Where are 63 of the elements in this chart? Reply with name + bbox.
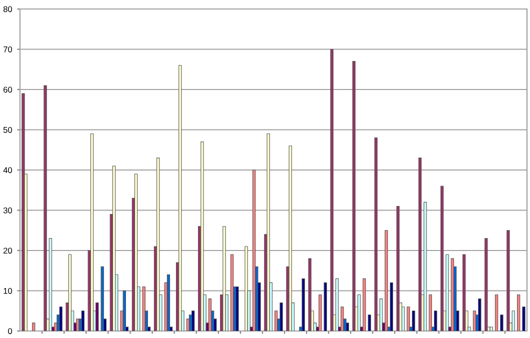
bar xyxy=(288,146,292,331)
bar xyxy=(112,166,116,331)
bar xyxy=(44,85,47,331)
bar xyxy=(352,61,356,331)
bar xyxy=(335,278,339,331)
y-tick-label: 30 xyxy=(3,207,12,214)
bar xyxy=(500,314,504,331)
bar xyxy=(446,254,449,331)
bar xyxy=(412,310,416,331)
bar xyxy=(428,294,432,331)
bar xyxy=(494,294,498,331)
bar xyxy=(266,133,270,331)
bar xyxy=(22,93,25,331)
y-tick-label: 40 xyxy=(3,167,12,174)
bar xyxy=(59,306,62,331)
bar xyxy=(434,310,438,331)
bar xyxy=(166,274,170,331)
y-tick-label: 60 xyxy=(4,86,12,93)
bar xyxy=(484,238,488,331)
y-tick-label: 10 xyxy=(4,288,12,294)
bar xyxy=(384,230,388,331)
bar xyxy=(68,254,72,331)
bar xyxy=(418,158,422,331)
bar xyxy=(244,246,248,331)
bar xyxy=(390,282,394,331)
bar xyxy=(302,278,305,331)
bar xyxy=(512,310,515,331)
bar xyxy=(236,286,239,331)
y-tick-label: 70 xyxy=(4,46,12,52)
bar xyxy=(424,202,427,331)
bar xyxy=(478,298,482,331)
bar xyxy=(374,138,378,331)
bar xyxy=(362,278,366,331)
bar xyxy=(380,298,383,331)
bar xyxy=(368,314,372,331)
bar xyxy=(490,326,493,331)
bar xyxy=(340,306,344,331)
bar xyxy=(440,186,444,331)
bar xyxy=(178,65,182,331)
bar xyxy=(81,310,84,331)
bar xyxy=(122,290,126,331)
bar xyxy=(346,322,349,331)
bar xyxy=(358,294,361,331)
bar xyxy=(192,310,195,331)
y-tick-label: 20 xyxy=(4,248,12,254)
bar xyxy=(330,48,334,331)
bar xyxy=(516,294,520,331)
bar xyxy=(522,306,526,331)
bar xyxy=(200,142,204,331)
y-tick-label: 80 xyxy=(3,6,12,12)
bar xyxy=(396,206,400,331)
bar xyxy=(32,322,36,331)
bar xyxy=(48,238,52,331)
bar xyxy=(308,258,312,331)
bar xyxy=(280,302,283,331)
bar xyxy=(134,174,138,331)
y-tick-label: 50 xyxy=(3,126,12,133)
bar xyxy=(156,158,160,331)
bar xyxy=(506,230,510,331)
bar xyxy=(462,254,466,331)
bar xyxy=(90,133,94,331)
y-tick-label: 0 xyxy=(8,328,12,334)
bar xyxy=(222,226,226,331)
